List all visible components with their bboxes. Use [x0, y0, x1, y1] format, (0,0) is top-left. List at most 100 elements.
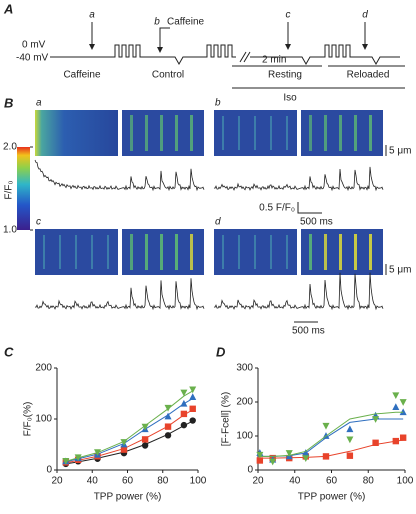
point [164, 432, 172, 439]
point [164, 423, 172, 430]
streak [190, 115, 193, 151]
fluorescence-trace [213, 166, 384, 192]
marker-label: d [362, 10, 368, 21]
x-tick-label: 80 [157, 476, 169, 487]
image-label: c [36, 217, 41, 228]
arrow-head [157, 47, 163, 53]
x-axis-label: TPP power (%) [94, 492, 162, 503]
y-axis-label: F/F₀(%) [23, 402, 34, 437]
streak [145, 234, 148, 270]
x-tick-label: 100 [397, 476, 414, 487]
streak [309, 115, 312, 151]
streak [254, 116, 256, 150]
x-tick-label: 100 [190, 476, 207, 487]
voltage-label: 0 mV [22, 40, 46, 51]
point [189, 417, 196, 424]
streak [324, 234, 327, 270]
y-axis-label: [F-Fcell] (%) [221, 392, 232, 446]
streak [145, 115, 148, 151]
caffeine-label: Caffeine [63, 70, 101, 81]
point [399, 434, 407, 441]
streak [91, 235, 93, 269]
point [164, 404, 172, 412]
fluorescence-trace [34, 278, 205, 311]
iso-label: Iso [283, 93, 297, 104]
streak [238, 116, 240, 150]
point [322, 453, 330, 460]
panel-label: B [4, 95, 13, 110]
point [94, 449, 102, 456]
caffeine-pulse: Caffeine [167, 17, 205, 28]
x-axis-label: TPP power (%) [298, 492, 366, 503]
streak [339, 234, 342, 270]
point [189, 393, 197, 400]
point [302, 455, 310, 462]
streak [254, 235, 256, 269]
streak [130, 115, 133, 151]
control-label: Control [152, 70, 184, 81]
reloaded-label: Reloaded [347, 70, 390, 81]
x-tick-label: 60 [122, 476, 134, 487]
point [346, 452, 354, 459]
scale-bar [297, 202, 322, 214]
x-tick-label: 80 [363, 476, 375, 487]
colorbar-label: F/F₀ [4, 180, 15, 199]
point [141, 442, 149, 449]
marker-label: a [89, 10, 95, 21]
streak [286, 235, 288, 269]
y-tick-label: 100 [236, 431, 253, 442]
line-scans: a b c d 5 μm 5 μm 0.5 F/F₀ 500 ms 500 ms [34, 98, 411, 337]
point [120, 446, 128, 453]
point [180, 389, 188, 397]
marker-label: c [286, 10, 291, 21]
image-label: d [215, 217, 221, 228]
point [372, 416, 380, 423]
point [392, 403, 400, 410]
point [346, 425, 354, 433]
streak [59, 235, 61, 269]
point [189, 386, 197, 394]
streak [270, 116, 272, 150]
voltage-label: -40 mV [16, 53, 49, 64]
x-tick-label: 40 [289, 476, 301, 487]
streak [107, 235, 109, 269]
streak [354, 234, 357, 270]
fit-curve [65, 420, 193, 465]
streak [309, 234, 312, 270]
point [256, 457, 264, 464]
fit-curve [65, 409, 193, 464]
streak [75, 235, 77, 269]
point [322, 422, 330, 430]
panel-label: C [4, 344, 14, 359]
scale-amp: 0.5 F/F₀ [259, 203, 295, 214]
fit-curve [65, 390, 193, 462]
point [62, 457, 70, 465]
point [302, 449, 310, 456]
fit-curve [259, 411, 404, 457]
x-tick-label: 20 [252, 476, 264, 487]
streak [43, 235, 45, 269]
point [164, 412, 172, 420]
arrow [159, 27, 170, 50]
scale-time: 500 ms [292, 326, 325, 337]
streak [339, 115, 342, 151]
streak [160, 115, 163, 151]
point [180, 421, 188, 429]
scale-time: 500 ms [300, 217, 333, 228]
streak [130, 234, 133, 270]
fit-curve [259, 418, 404, 457]
resting-label: Resting [268, 70, 302, 81]
point [180, 399, 188, 407]
streak [286, 116, 288, 150]
y-tick-label: 200 [35, 363, 52, 374]
y-tick-label: 200 [236, 397, 253, 408]
point [256, 451, 264, 459]
y-tick-label: 100 [35, 414, 52, 425]
point [285, 450, 293, 457]
point [141, 436, 149, 443]
streak [175, 115, 178, 151]
streak [324, 115, 327, 151]
fluorescence-trace [213, 272, 384, 311]
point [392, 392, 400, 400]
